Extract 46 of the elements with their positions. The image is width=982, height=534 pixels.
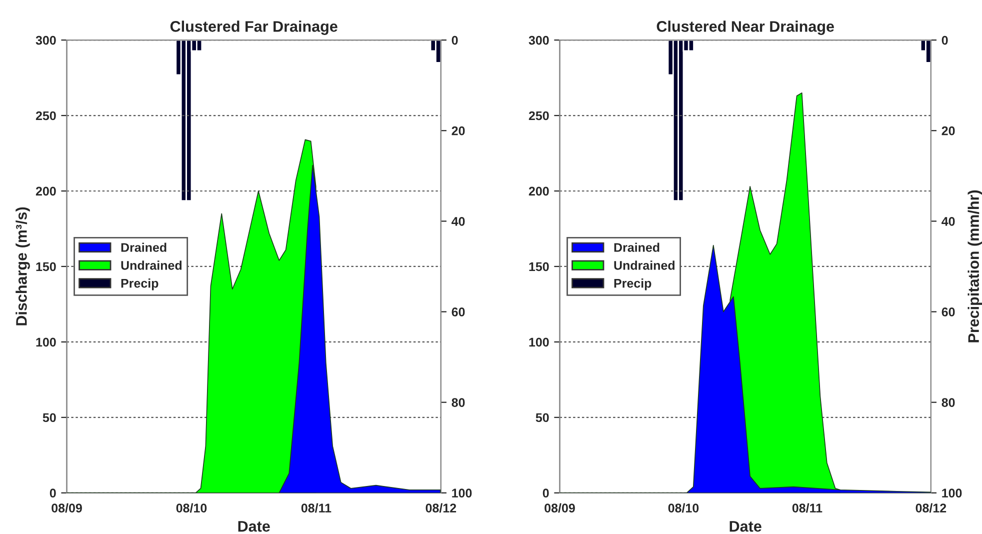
y2-tick-label: 40 — [452, 216, 465, 226]
x-tick-label: 08/10 — [668, 503, 699, 513]
y-tick-label: 0 — [542, 488, 549, 498]
x-axis-title: Date — [238, 521, 270, 532]
legend-label: Drained — [614, 242, 660, 252]
y-tick-label: 300 — [528, 36, 549, 45]
legend-label: Drained — [121, 242, 166, 252]
y-tick-label: 150 — [36, 262, 56, 272]
legend-label: Undrained — [614, 260, 674, 270]
legend-label: Precip — [614, 278, 652, 290]
x-tick-label: 08/11 — [301, 503, 332, 513]
legend-label: Undrained — [121, 260, 182, 270]
y-tick-label: 250 — [528, 111, 549, 120]
y-tick-label: 50 — [42, 413, 56, 422]
chart-title: Clustered Near Drainage — [656, 20, 834, 35]
chart-title: Clustered Far Drainage — [170, 20, 338, 35]
x-tick-label: 08/09 — [544, 503, 575, 513]
y2-tick-label: 0 — [942, 36, 948, 45]
y2-tick-label: 80 — [452, 398, 465, 407]
x-tick-label: 08/10 — [176, 503, 207, 513]
x-tick-label: 08/09 — [52, 503, 82, 513]
y2-tick-label: 80 — [942, 398, 955, 407]
y2-tick-label: 60 — [942, 308, 955, 316]
y-axis-title: Discharge (m³/s) — [16, 207, 30, 326]
y-tick-label: 200 — [36, 186, 56, 196]
y-tick-label: 200 — [528, 186, 549, 196]
y-tick-label: 0 — [50, 488, 56, 498]
y-tick-label: 100 — [529, 338, 549, 347]
y2-tick-label: 20 — [452, 126, 465, 136]
x-tick-label: 08/12 — [426, 503, 456, 513]
y-tick-label: 50 — [536, 413, 549, 422]
x-axis-title: Date — [730, 521, 762, 532]
y-tick-label: 100 — [36, 338, 56, 347]
y2-tick-label: 100 — [452, 488, 472, 498]
y2-axis-title: Precipitation (mm/hr) — [968, 190, 982, 342]
y2-tick-label: 60 — [452, 308, 465, 316]
legend-label: Precip — [121, 278, 158, 290]
y2-tick-label: 0 — [452, 36, 458, 45]
y-tick-label: 150 — [529, 262, 549, 272]
x-tick-label: 08/11 — [792, 503, 822, 513]
y2-tick-label: 40 — [942, 216, 955, 226]
y2-tick-label: 100 — [942, 488, 962, 498]
y-tick-label: 300 — [36, 36, 56, 45]
y-tick-label: 250 — [36, 111, 56, 120]
y2-tick-label: 20 — [942, 126, 955, 136]
x-tick-label: 08/12 — [916, 503, 946, 513]
